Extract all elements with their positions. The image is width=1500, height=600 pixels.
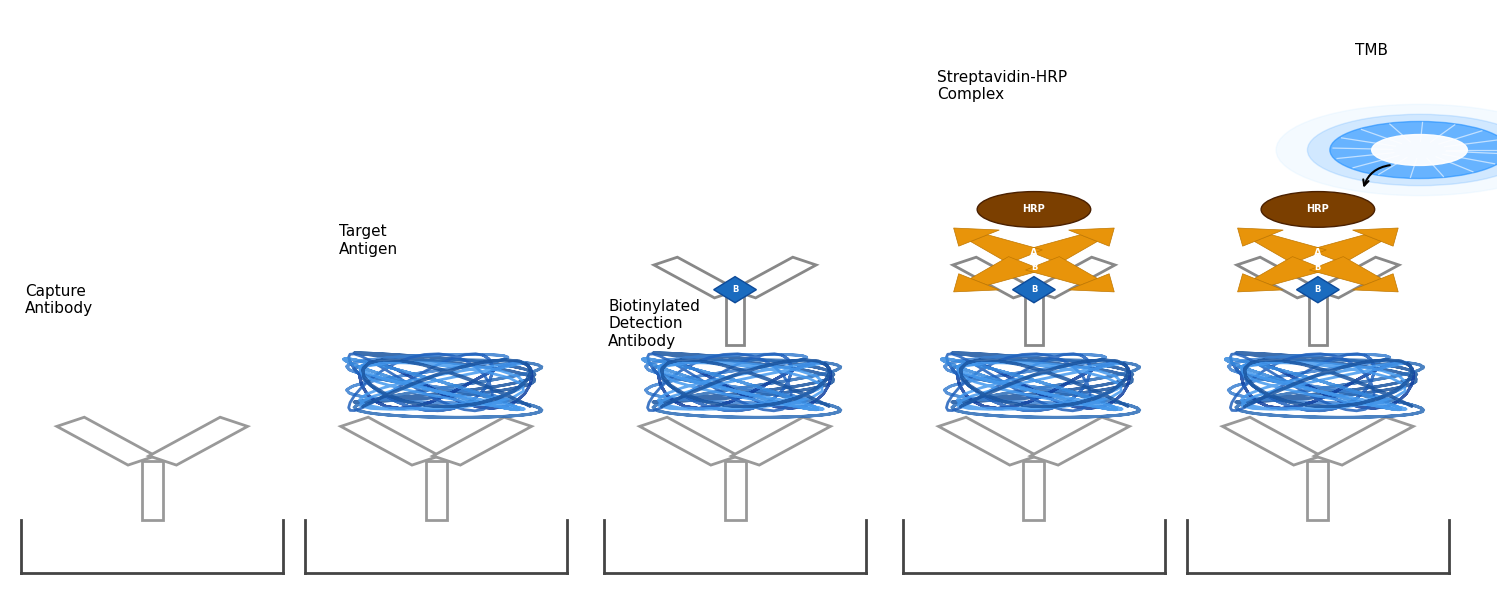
Ellipse shape — [976, 191, 1090, 227]
Polygon shape — [954, 228, 999, 246]
Polygon shape — [1308, 461, 1329, 520]
Text: B: B — [1030, 263, 1036, 272]
Text: Capture
Antibody: Capture Antibody — [26, 284, 93, 316]
Polygon shape — [1030, 257, 1114, 298]
Polygon shape — [952, 257, 1036, 298]
Text: HRP: HRP — [1306, 205, 1329, 214]
Polygon shape — [732, 257, 816, 298]
Text: B: B — [1314, 285, 1322, 294]
Polygon shape — [1024, 294, 1042, 344]
Polygon shape — [726, 294, 744, 344]
Polygon shape — [148, 417, 248, 465]
Polygon shape — [1310, 257, 1382, 285]
Polygon shape — [57, 417, 156, 465]
Text: B: B — [1314, 263, 1322, 272]
Polygon shape — [1013, 277, 1056, 303]
Polygon shape — [1026, 257, 1098, 285]
Polygon shape — [142, 461, 162, 520]
Polygon shape — [714, 277, 756, 303]
Polygon shape — [426, 461, 447, 520]
Text: A: A — [1314, 248, 1322, 258]
Polygon shape — [340, 417, 439, 465]
Polygon shape — [1353, 228, 1398, 246]
Text: Streptavidin-HRP
Complex: Streptavidin-HRP Complex — [938, 70, 1066, 102]
Polygon shape — [939, 417, 1036, 465]
Polygon shape — [970, 235, 1042, 263]
Text: HRP: HRP — [1023, 205, 1046, 214]
Polygon shape — [1254, 257, 1326, 285]
Polygon shape — [1254, 235, 1326, 263]
Polygon shape — [724, 461, 746, 520]
Ellipse shape — [1262, 191, 1374, 227]
Polygon shape — [1314, 417, 1413, 465]
Polygon shape — [970, 257, 1042, 285]
Polygon shape — [1310, 294, 1328, 344]
Ellipse shape — [1371, 134, 1467, 166]
Polygon shape — [1068, 274, 1114, 292]
Text: B: B — [732, 285, 738, 294]
Text: B: B — [1030, 285, 1036, 294]
Text: A: A — [1030, 248, 1038, 258]
Polygon shape — [1353, 274, 1398, 292]
Polygon shape — [1222, 417, 1322, 465]
Ellipse shape — [1276, 104, 1500, 196]
Polygon shape — [639, 417, 738, 465]
Polygon shape — [1068, 228, 1114, 246]
Text: Biotinylated
Detection
Antibody: Biotinylated Detection Antibody — [608, 299, 700, 349]
Polygon shape — [1238, 274, 1282, 292]
Polygon shape — [732, 417, 831, 465]
Text: Target
Antigen: Target Antigen — [339, 224, 398, 257]
Polygon shape — [1238, 228, 1282, 246]
Polygon shape — [1296, 277, 1340, 303]
Polygon shape — [1026, 235, 1098, 263]
Polygon shape — [1030, 417, 1130, 465]
Ellipse shape — [1330, 121, 1500, 179]
Polygon shape — [1316, 257, 1400, 298]
Polygon shape — [1238, 257, 1320, 298]
Polygon shape — [433, 417, 531, 465]
Polygon shape — [954, 274, 999, 292]
Ellipse shape — [1308, 115, 1500, 185]
Polygon shape — [654, 257, 738, 298]
Polygon shape — [1310, 235, 1382, 263]
Text: TMB: TMB — [1356, 43, 1389, 58]
Polygon shape — [1023, 461, 1044, 520]
